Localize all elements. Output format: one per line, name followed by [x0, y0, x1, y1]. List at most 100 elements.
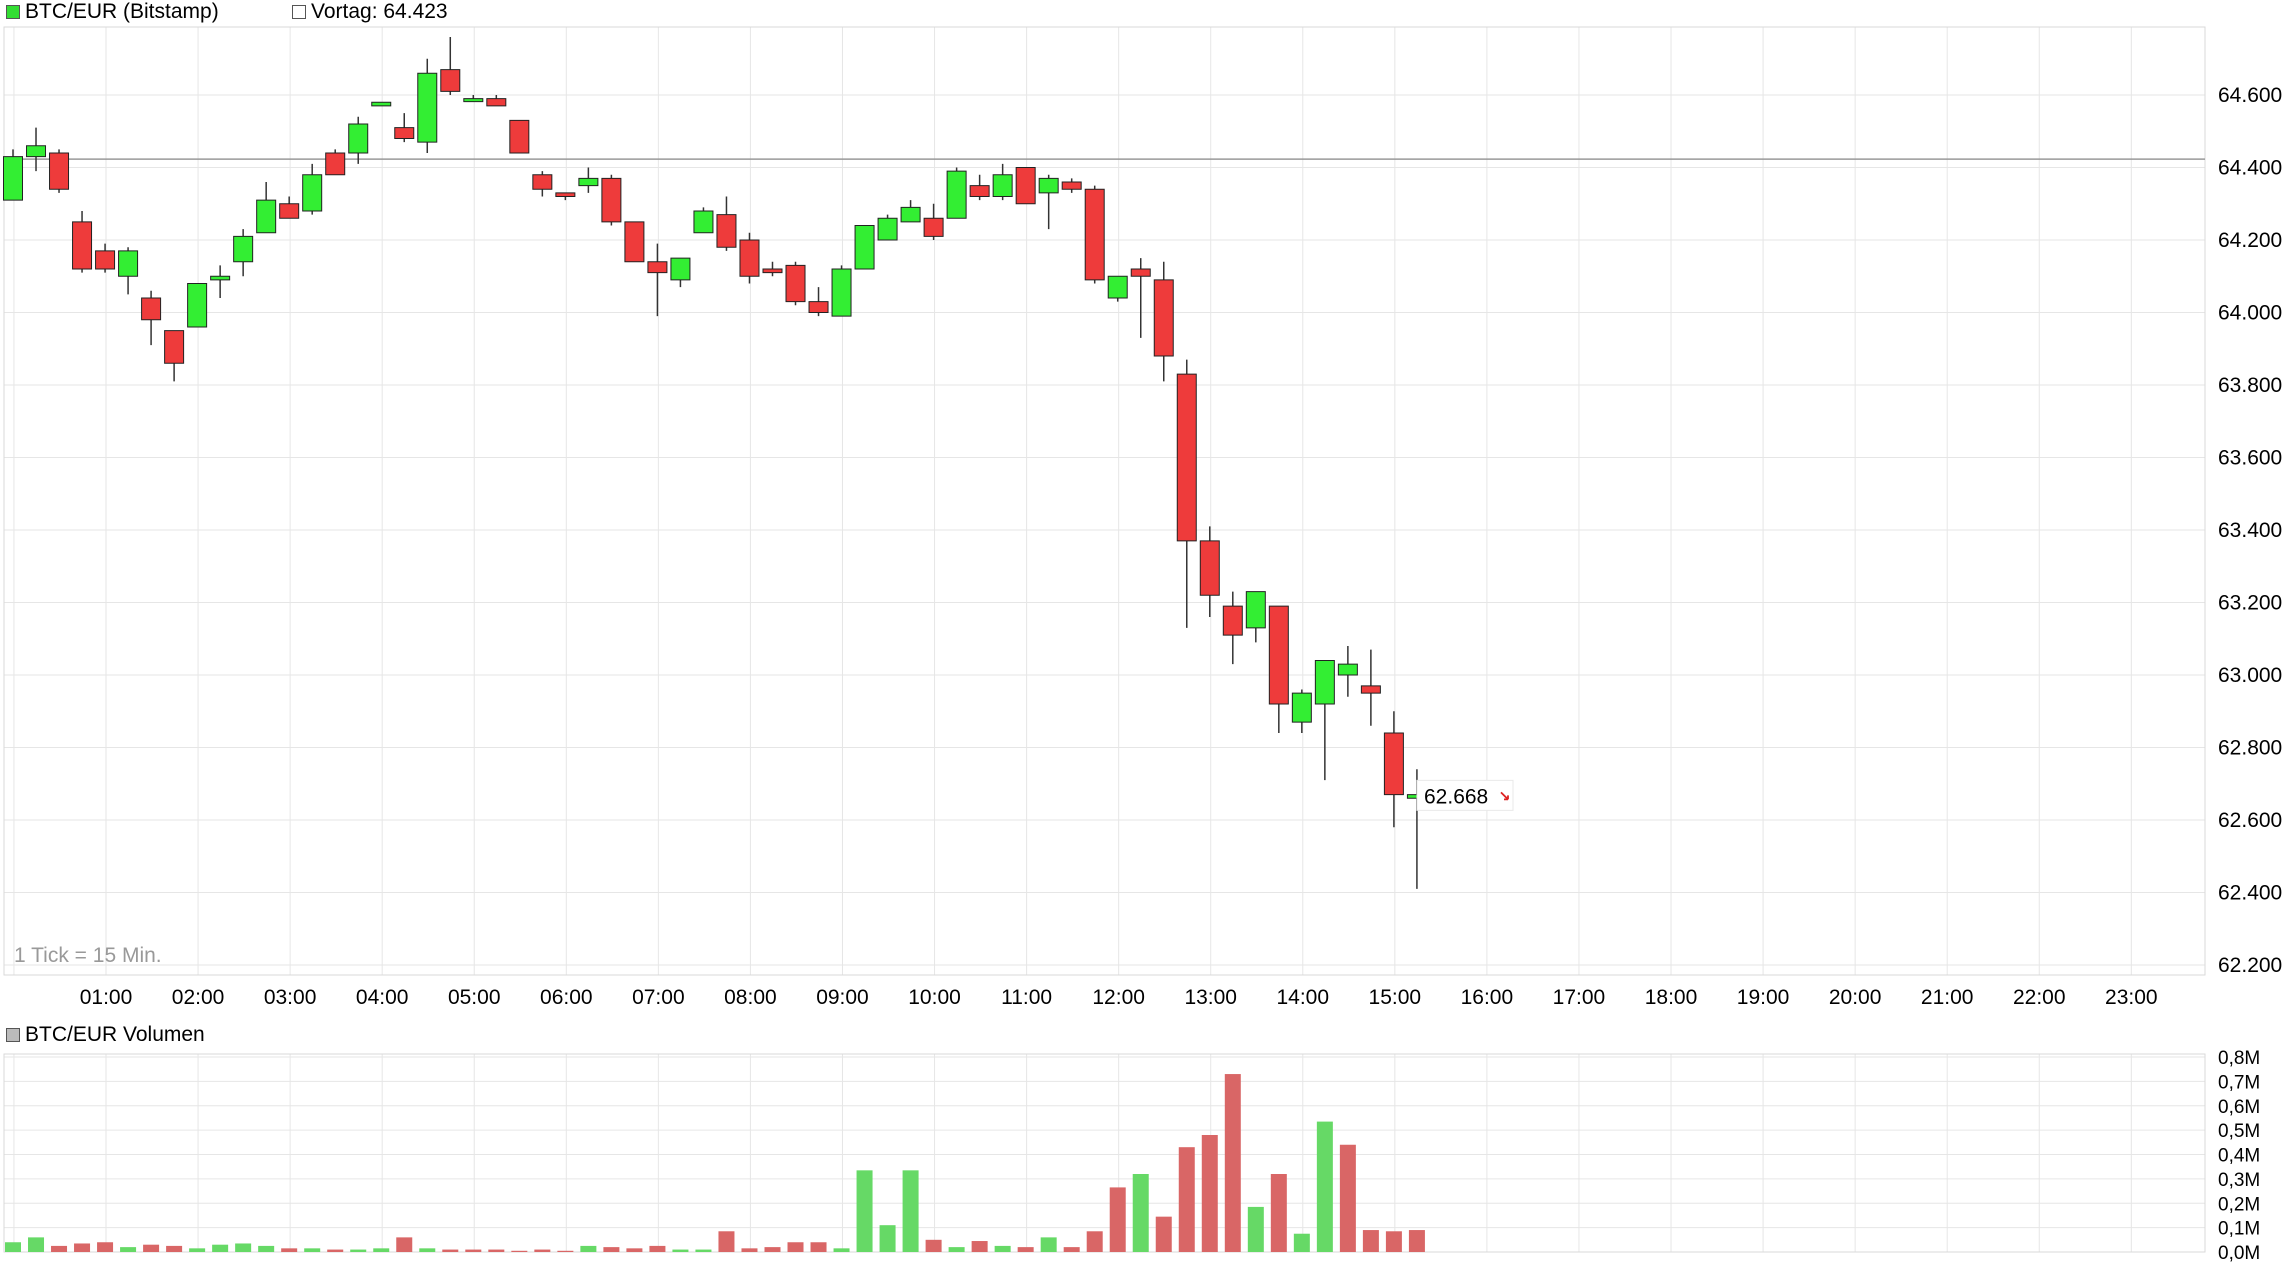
- candle-body-up: [187, 283, 208, 328]
- volume-bar-up: [695, 1249, 712, 1252]
- candle-body-down: [969, 185, 990, 197]
- volume-plot-frame: [3, 1053, 2206, 1253]
- candle-body-down: [647, 261, 668, 274]
- candle-body-up: [1291, 692, 1312, 723]
- x-tick-label: 10:00: [908, 986, 961, 1009]
- down-arrow-icon: [1500, 791, 1509, 801]
- candle: [1176, 359, 1197, 628]
- candle-body-down: [394, 127, 415, 139]
- x-tick-label: 13:00: [1184, 986, 1237, 1009]
- x-tick-label: 16:00: [1461, 986, 1514, 1009]
- x-tick-label: 08:00: [724, 986, 777, 1009]
- x-tick-label: 04:00: [356, 986, 409, 1009]
- volume-bars: [5, 1074, 1425, 1252]
- x-tick-label: 07:00: [632, 986, 685, 1009]
- price-y-tick-label: 64.600: [2218, 84, 2282, 107]
- candle: [1268, 605, 1289, 733]
- candle: [72, 211, 93, 273]
- candle: [1222, 591, 1243, 665]
- volume-bar-down: [1109, 1187, 1126, 1252]
- volume-bar-down: [97, 1242, 114, 1252]
- candle-body-up: [3, 156, 23, 201]
- x-tick-label: 02:00: [172, 986, 225, 1009]
- candle: [118, 247, 139, 295]
- volume-bar-down: [511, 1250, 528, 1252]
- price-y-tick-label: 64.400: [2218, 157, 2282, 180]
- candle: [1314, 660, 1335, 781]
- volume-legend: BTC/EUR Volumen: [6, 1023, 205, 1047]
- candle: [1360, 649, 1381, 726]
- candle-body-up: [256, 199, 277, 234]
- volume-bar-down: [327, 1249, 344, 1252]
- price-y-tick-label: 64.200: [2218, 229, 2282, 252]
- candle-body-down: [1084, 188, 1105, 281]
- candle: [532, 171, 553, 197]
- candle-body-down: [762, 268, 783, 274]
- x-tick-label: 11:00: [1001, 986, 1052, 1009]
- volume-bar-down: [1224, 1074, 1241, 1252]
- candle-body-up: [578, 177, 599, 187]
- candle: [578, 167, 599, 193]
- volume-bar-up: [120, 1247, 137, 1252]
- volume-bar-down: [626, 1248, 643, 1252]
- price-y-tick-label: 64.000: [2218, 302, 2282, 325]
- volume-bar-up: [5, 1242, 21, 1252]
- price-legend-label: BTC/EUR (Bitstamp): [25, 0, 219, 23]
- candle: [601, 174, 622, 226]
- price-y-tick-label: 62.600: [2218, 809, 2282, 832]
- volume-bar-up: [1293, 1233, 1310, 1252]
- candle-body-down: [1130, 268, 1151, 277]
- volume-bar-up: [1247, 1206, 1264, 1252]
- candle-body-down: [785, 264, 806, 303]
- volume-bar-down: [1063, 1247, 1080, 1252]
- candle: [463, 95, 484, 103]
- candle: [647, 243, 668, 317]
- volume-bar-down: [764, 1247, 781, 1252]
- volume-bar-down: [396, 1237, 413, 1252]
- candle-body-up: [1038, 177, 1059, 194]
- candle: [716, 196, 737, 251]
- candle-body-down: [1015, 167, 1036, 205]
- volume-bar-down: [51, 1245, 68, 1252]
- candle-body-up: [670, 257, 691, 281]
- candle: [785, 261, 806, 306]
- volume-y-tick-label: 0,1M: [2218, 1219, 2260, 1240]
- price-y-tick-label: 63.000: [2218, 664, 2282, 687]
- x-tick-label: 21:00: [1921, 986, 1974, 1009]
- candle-body-down: [95, 250, 116, 270]
- candle: [1291, 689, 1312, 733]
- candle-body-down: [601, 177, 622, 223]
- volume-legend-swatch: [6, 1028, 20, 1042]
- candle: [3, 149, 23, 201]
- candle: [417, 58, 438, 153]
- volume-bar-down: [649, 1245, 666, 1252]
- x-tick-label: 20:00: [1829, 986, 1882, 1009]
- volume-y-tick-label: 0,6M: [2218, 1097, 2260, 1118]
- candle-body-up: [992, 174, 1013, 197]
- candle: [26, 127, 47, 172]
- price-y-tick-label: 62.800: [2218, 737, 2282, 760]
- candle: [348, 116, 369, 164]
- reference-legend: Vortag: 64.423: [292, 0, 448, 24]
- volume-bar-up: [879, 1225, 896, 1252]
- last-price-label: 62.668: [1424, 785, 1488, 808]
- volume-bar-down: [74, 1243, 91, 1252]
- volume-y-tick-label: 0,2M: [2218, 1194, 2260, 1215]
- candle-body-down: [164, 330, 185, 364]
- candle-body-down: [739, 239, 760, 277]
- price-y-tick-label: 62.400: [2218, 882, 2282, 905]
- candle-body-down: [509, 119, 530, 154]
- candle: [762, 261, 783, 277]
- candle-body-up: [417, 72, 438, 143]
- candle-body-down: [325, 152, 346, 176]
- volume-bar-down: [281, 1248, 298, 1252]
- candle-body-down: [716, 214, 737, 248]
- candle: [1337, 646, 1358, 697]
- volume-y-axis: 0,0M 0,1M 0,2M 0,3M 0,4M 0,5M 0,6M 0,7M 0,8M: [2218, 1048, 2260, 1264]
- candle-body-down: [440, 69, 461, 92]
- candle: [900, 200, 921, 223]
- volume-bar-down: [1155, 1216, 1172, 1252]
- candle: [279, 196, 300, 219]
- candle: [854, 225, 875, 270]
